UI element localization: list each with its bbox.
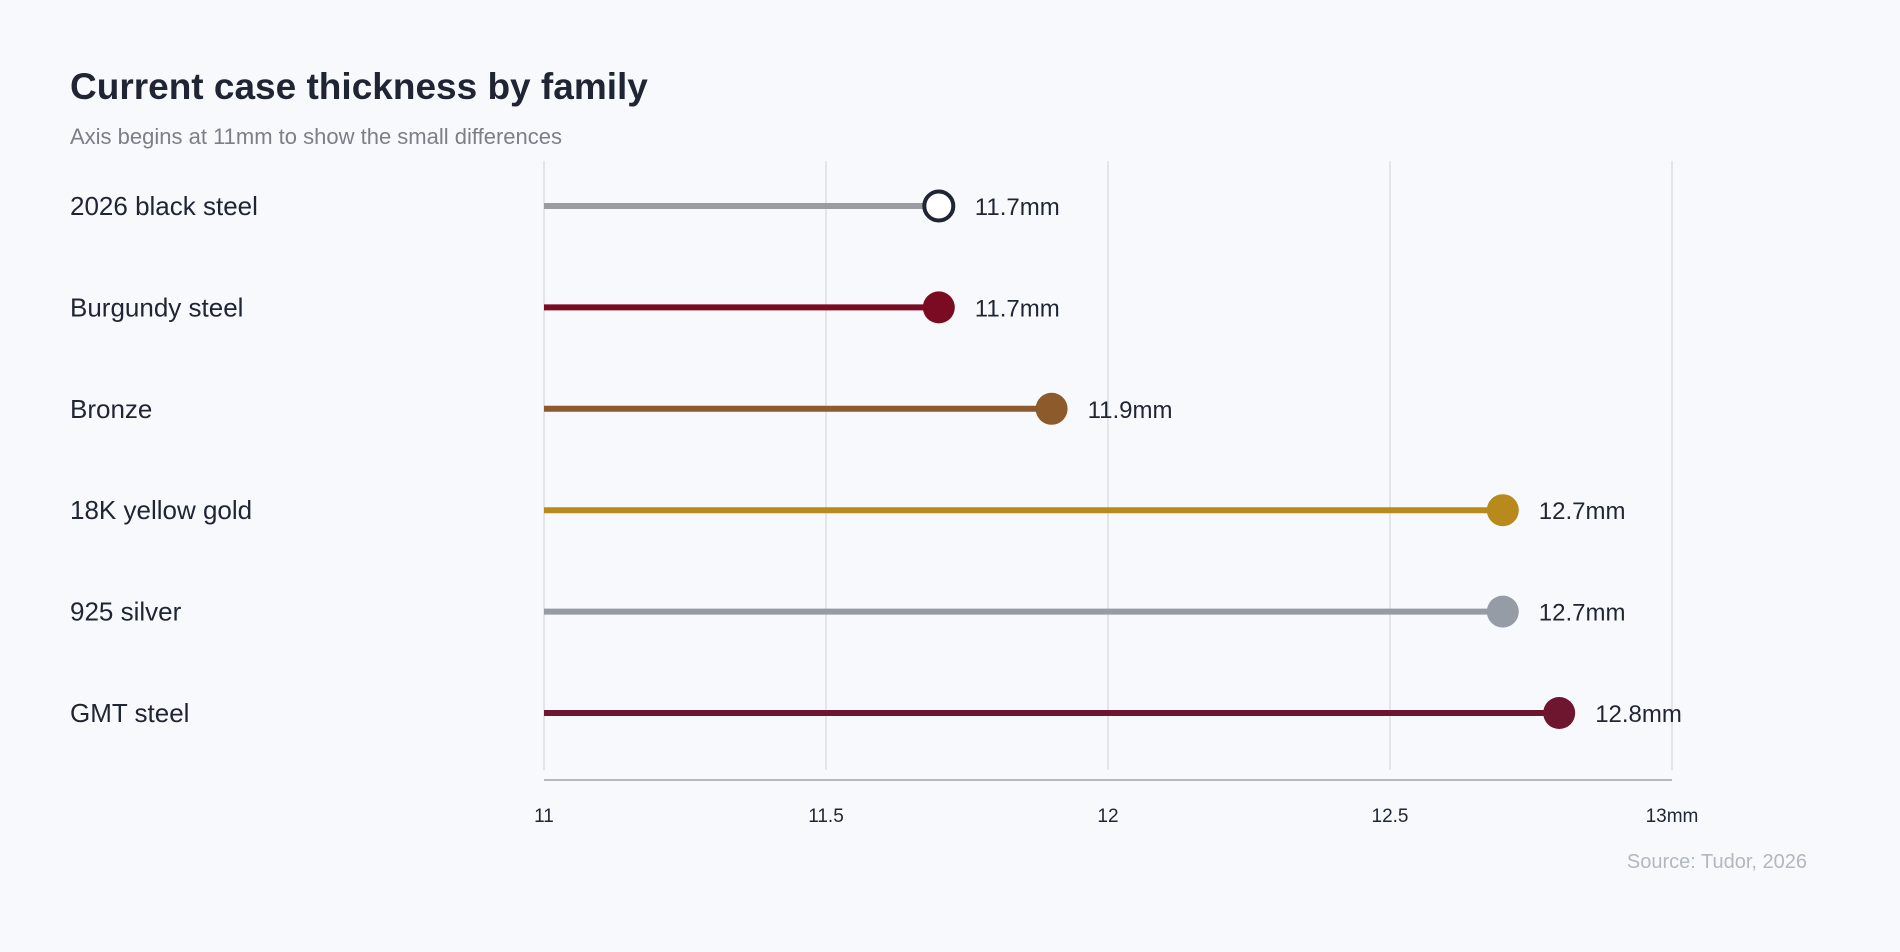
value-label: 11.7mm [975,295,1060,322]
category-label: 2026 black steel [70,191,258,221]
chart-row: GMT steel 12.8mm [70,697,1682,729]
value-label: 12.8mm [1595,701,1682,728]
x-tick-label: 13mm [1646,806,1699,827]
lollipop-dot [1486,494,1519,527]
value-label: 12.7mm [1539,498,1626,525]
lollipop-dot [1543,697,1576,729]
lollipop-dot [922,189,956,223]
category-label: GMT steel [70,698,189,728]
category-label: Burgundy steel [70,292,243,322]
value-label: 11.7mm [975,194,1060,221]
lollipop-dot [1035,392,1068,425]
category-label: 18K yellow gold [70,495,252,525]
lollipop-dot [1486,595,1519,628]
x-tick-label: 11.5 [808,806,844,827]
x-tick-label: 11 [534,806,554,827]
category-label: Bronze [70,394,152,424]
chart-row: 2026 black steel 11.7mm [70,189,1060,223]
chart-title: Current case thickness by family [70,66,648,107]
lollipop-dot [922,291,955,324]
source-note: Source: Tudor, 2026 [1626,851,1807,873]
chart-row: Burgundy steel 11.7mm [70,291,1060,324]
grid-lines [543,161,1673,770]
x-axis: 11 11.5 12 12.5 13mm [534,779,1699,827]
chart-rows: 2026 black steel 11.7mm Burgundy steel 11.7… [70,189,1682,729]
chart-row: 925 silver 12.7mm [70,595,1626,628]
value-label: 11.9mm [1088,397,1173,424]
value-label: 12.7mm [1539,600,1626,627]
category-label: 925 silver [70,597,182,627]
chart-subtitle: Axis begins at 11mm to show the small di… [70,124,562,149]
chart-row: Bronze 11.9mm [70,392,1173,425]
x-tick-label: 12.5 [1372,806,1409,827]
chart-row: 18K yellow gold 12.7mm [70,494,1626,527]
x-tick-label: 12 [1097,806,1118,827]
